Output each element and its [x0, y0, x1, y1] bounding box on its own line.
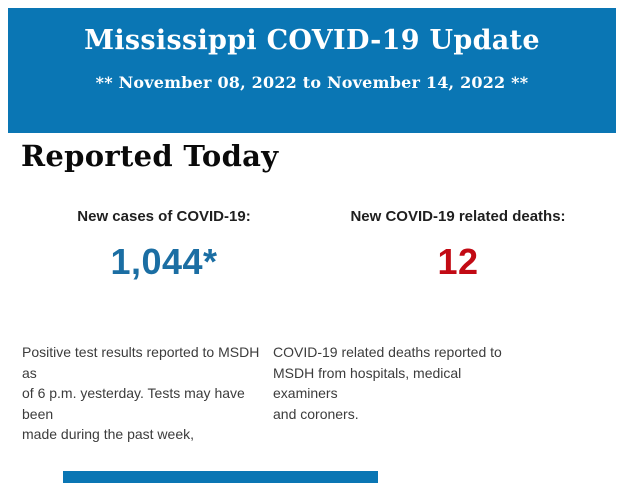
description-line: Positive test results reported to MSDH a…: [22, 344, 260, 381]
new-cases-value: 1,044*: [110, 241, 218, 282]
header-banner: Mississippi COVID-19 Update ** November …: [8, 8, 616, 133]
new-deaths-description: COVID-19 related deaths reported to MSDH…: [273, 342, 518, 424]
description-line: made during the past week,: [22, 426, 194, 442]
stat-block-new-cases: New cases of COVID-19: 1,044*: [19, 206, 309, 282]
new-deaths-label: New COVID-19 related deaths:: [350, 208, 566, 225]
description-line: MSDH from hospitals, medical examiners: [273, 364, 462, 402]
stat-block-new-deaths: New COVID-19 related deaths: 12: [313, 206, 603, 282]
page-title: Mississippi COVID-19 Update: [84, 25, 540, 56]
section-heading-reported-today: Reported Today: [21, 139, 279, 173]
description-line: COVID-19 related deaths reported to: [273, 344, 502, 360]
description-line: of 6 p.m. yesterday. Tests may have been: [22, 385, 245, 422]
description-line: and coroners.: [273, 405, 359, 422]
new-cases-description: Positive test results reported to MSDH a…: [22, 342, 267, 445]
new-cases-label: New cases of COVID-19:: [77, 208, 251, 225]
new-deaths-value: 12: [437, 241, 479, 282]
next-section-partial-bar: [63, 471, 378, 483]
date-range-subtitle: ** November 08, 2022 to November 14, 202…: [95, 73, 529, 92]
